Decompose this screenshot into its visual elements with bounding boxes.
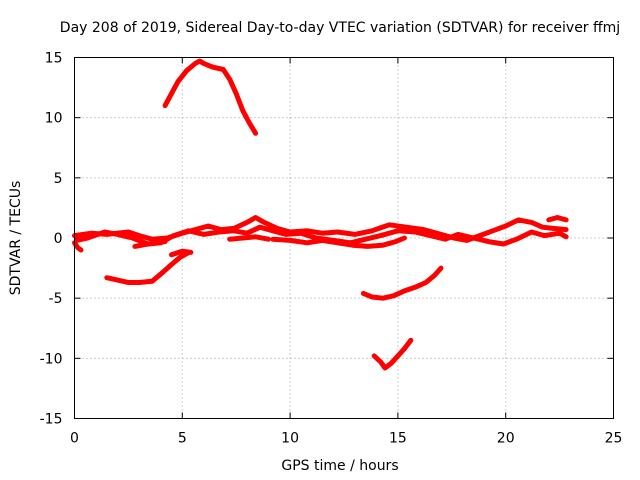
series-arc-high bbox=[162, 58, 259, 136]
series-arc-near-zero-e bbox=[270, 235, 407, 249]
y-tick-label: 10 bbox=[45, 111, 63, 127]
series-arc-near-zero-d bbox=[227, 234, 271, 242]
series-arc-low-a-tail bbox=[169, 248, 194, 258]
x-axis-label: GPS time / hours bbox=[281, 458, 398, 474]
x-tick-label: 25 bbox=[605, 431, 623, 447]
data-series bbox=[72, 58, 569, 371]
plot-frame bbox=[74, 57, 614, 419]
x-tick-label: 0 bbox=[70, 431, 79, 447]
series-arc-low-c bbox=[371, 337, 414, 371]
x-tick-label: 10 bbox=[281, 431, 299, 447]
y-tick-label: -10 bbox=[40, 351, 63, 367]
series-arc-near-zero-c bbox=[132, 239, 168, 249]
y-tick-label: 0 bbox=[54, 231, 63, 247]
y-tick-label: -5 bbox=[49, 291, 63, 307]
chart-title: Day 208 of 2019, Sidereal Day-to-day VTE… bbox=[60, 20, 620, 36]
series-arc-near-zero-g bbox=[546, 215, 569, 223]
series-arc-low-b bbox=[360, 265, 444, 301]
y-axis-label: SDTVAR / TECUs bbox=[8, 181, 24, 296]
x-tick-label: 20 bbox=[497, 431, 515, 447]
y-tick-label: -15 bbox=[40, 412, 63, 428]
y-tick-label: 5 bbox=[54, 171, 63, 187]
x-tick-label: 15 bbox=[389, 431, 407, 447]
series-arc-near-zero-f bbox=[72, 240, 84, 253]
tick-labels: 0 5 10 15 20 25 -15 -10 -5 0 5 10 15 bbox=[40, 51, 623, 447]
series-arc-low-a bbox=[104, 249, 192, 285]
y-tick-label: 15 bbox=[45, 51, 63, 67]
x-tick-label: 5 bbox=[178, 431, 187, 447]
